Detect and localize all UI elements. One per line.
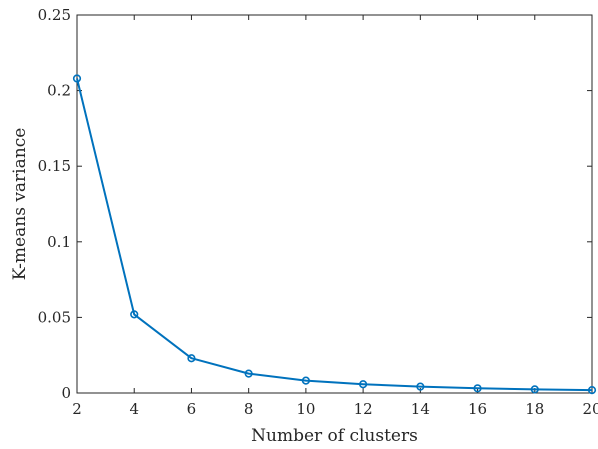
y-tick-label: 0.1 — [47, 233, 71, 251]
data-point — [244, 369, 253, 378]
plot-box — [76, 14, 593, 394]
y-tick-label: 0.15 — [38, 157, 71, 175]
data-point — [359, 380, 368, 389]
x-tick-label: 6 — [187, 400, 197, 418]
series-layer — [72, 74, 597, 395]
x-tick-label: 2 — [72, 400, 82, 418]
x-axis: 2 4 6 8 10 12 14 16 18 20 — [72, 15, 598, 418]
x-tick-label: 14 — [411, 400, 430, 418]
data-point — [473, 384, 482, 393]
y-tick-label: 0.05 — [38, 308, 71, 326]
x-tick-label: 8 — [244, 400, 254, 418]
x-tick-label: 12 — [354, 400, 373, 418]
x-axis-title: Number of clusters — [251, 426, 418, 446]
y-tick-label: 0 — [61, 384, 71, 402]
x-tick-label: 4 — [129, 400, 139, 418]
data-point — [530, 385, 539, 394]
x-tick-label: 20 — [582, 400, 598, 418]
data-point — [587, 386, 597, 395]
y-tick-label: 0.25 — [38, 6, 71, 24]
y-tick-label: 0.2 — [47, 82, 71, 100]
y-axis-title: K-means variance — [10, 128, 30, 281]
x-tick-label: 18 — [525, 400, 544, 418]
plot-area-frame — [76, 14, 593, 394]
data-point — [416, 382, 425, 391]
x-tick-label: 16 — [468, 400, 487, 418]
series-line — [76, 78, 593, 392]
data-point — [187, 354, 196, 363]
x-tick-label: 10 — [296, 400, 315, 418]
data-point — [130, 310, 139, 319]
data-point — [72, 74, 82, 83]
y-axis: 0 0.05 0.1 0.15 0.2 0.25 — [38, 6, 592, 402]
data-point — [301, 376, 310, 385]
